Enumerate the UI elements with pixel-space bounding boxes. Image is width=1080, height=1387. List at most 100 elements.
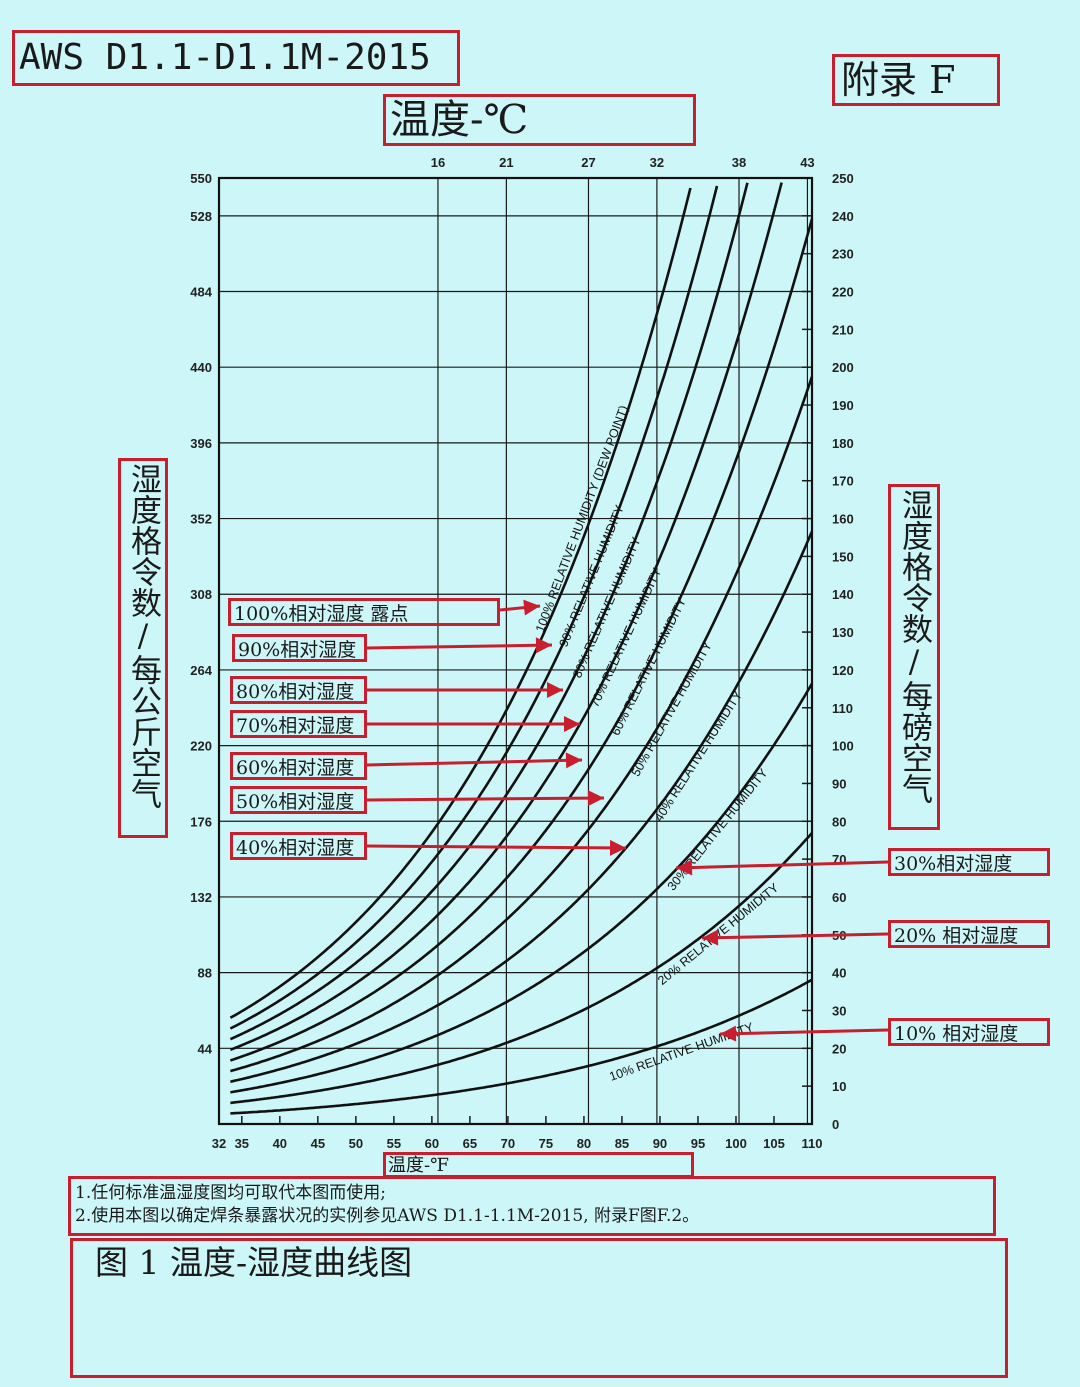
lb-tick-label: 10	[832, 1079, 846, 1094]
lb-tick-label: 230	[832, 247, 854, 262]
curve-rh-40	[230, 530, 814, 1083]
curve-rh-80	[229, 182, 749, 1041]
lb-tick-label: 220	[832, 285, 854, 300]
notes-box: 1.任何标准温湿度图均可取代本图而使用; 2.使用本图以确定焊条暴露状况的实例参…	[68, 1176, 996, 1236]
callout-arrow-head	[564, 716, 580, 732]
callout-rh-10: 10% 相对湿度	[888, 1018, 1050, 1046]
kg-tick-label: 352	[190, 512, 212, 527]
callout-arrow-head	[587, 790, 604, 807]
lb-tick-label: 160	[832, 512, 854, 527]
callout-arrow-head	[702, 929, 719, 946]
callout-arrow-line	[366, 643, 553, 650]
lb-tick-label: 40	[832, 966, 846, 981]
callout-arrow-line	[675, 860, 889, 870]
fahrenheit-tick-label: 45	[311, 1136, 325, 1151]
lb-tick-label: 250	[832, 171, 854, 186]
kg-tick-label: 550	[190, 171, 212, 186]
bottom-axis-title: 温度-℉	[383, 1152, 694, 1178]
callout-arrow-line	[366, 758, 583, 767]
callout-arrow-head	[547, 682, 563, 698]
lb-tick-label: 180	[832, 436, 854, 451]
document-code: AWS D1.1-D1.1M-2015	[12, 30, 460, 86]
fahrenheit-tick-label: 80	[577, 1136, 591, 1151]
plot-frame	[217, 176, 814, 1126]
lb-tick-label: 150	[832, 549, 854, 564]
callout-arrow-line	[366, 844, 627, 850]
callout-rh-30: 30%相对湿度	[888, 848, 1050, 876]
lb-tick-label: 120	[832, 663, 854, 678]
curve-rh-10	[230, 978, 813, 1115]
fahrenheit-tick-label: 75	[539, 1136, 553, 1151]
kg-tick-label: 528	[190, 209, 212, 224]
callout-arrow-head	[523, 599, 540, 616]
fahrenheit-tick-label: 60	[425, 1136, 439, 1151]
callout-arrows	[366, 599, 889, 1042]
tick-labels: 16 21 27 32 38 43 44 88 132 176 220 264 308 352 396 440…	[190, 155, 853, 1151]
kg-tick-label: 176	[190, 814, 212, 829]
callout-rh-100: 100%相对湿度 露点	[228, 598, 500, 626]
lb-tick-label: 240	[832, 209, 854, 224]
figure-caption: 图 1 温度-湿度曲线图	[70, 1238, 1008, 1378]
lb-tick-label: 80	[832, 814, 846, 829]
curve-rh-70	[229, 182, 783, 1052]
lb-tick-label: 190	[832, 398, 854, 413]
kg-tick-label: 132	[190, 890, 212, 905]
kg-tick-label: 220	[190, 739, 212, 754]
right-y-axis-title: 湿度格令数/每磅空气	[888, 484, 940, 830]
callout-arrow-line	[701, 932, 889, 940]
fahrenheit-tick-label: 85	[615, 1136, 629, 1151]
celsius-tick-label: 27	[581, 155, 595, 170]
curve-label-rh-60: 60% RELATIVE HUMIDITY	[608, 595, 689, 738]
callout-rh-90: 90%相对湿度	[232, 634, 367, 662]
celsius-tick-label: 38	[732, 155, 746, 170]
kg-tick-label: 484	[190, 285, 212, 300]
callout-rh-80: 80%相对湿度	[230, 676, 367, 704]
fahrenheit-tick-label: 32	[212, 1136, 226, 1151]
callout-arrow-line	[719, 1028, 889, 1036]
kg-tick-label: 88	[198, 966, 212, 981]
lb-tick-label: 110	[832, 701, 853, 716]
fahrenheit-tick-label: 35	[235, 1136, 249, 1151]
curve-rh-90	[229, 185, 719, 1030]
fahrenheit-tick-label: 90	[653, 1136, 667, 1151]
fahrenheit-tick-label: 110	[802, 1136, 823, 1151]
note-line-2: 2.使用本图以确定焊条暴露状况的实例参见AWS D1.1-1.1M-2015, …	[75, 1206, 700, 1226]
lb-tick-label: 20	[832, 1041, 846, 1056]
caption-text: 图 1 温度-湿度曲线图	[95, 1243, 413, 1282]
kg-tick-label: 44	[198, 1041, 213, 1056]
lb-tick-label: 0	[832, 1117, 839, 1132]
fahrenheit-tick-label: 70	[501, 1136, 515, 1151]
callout-rh-20: 20% 相对湿度	[888, 920, 1050, 948]
fahrenheit-tick-label: 100	[725, 1136, 747, 1151]
callout-arrow-head	[720, 1025, 737, 1042]
lb-tick-label: 130	[832, 625, 854, 640]
curve-rh-20	[230, 832, 813, 1105]
kg-tick-label: 440	[190, 360, 212, 375]
curve-rh-100	[229, 187, 692, 1019]
callout-arrow-head	[676, 859, 693, 876]
lb-tick-label: 30	[832, 1003, 846, 1018]
humidity-curves	[229, 182, 814, 1115]
note-line-1: 1.任何标准温湿度图均可取代本图而使用;	[75, 1183, 386, 1203]
callout-rh-40: 40%相对湿度	[230, 832, 367, 860]
lb-tick-label: 60	[832, 890, 846, 905]
kg-tick-label: 308	[190, 587, 212, 602]
callout-arrow-head	[565, 752, 582, 769]
callout-arrow-head	[609, 839, 626, 856]
lb-tick-label: 170	[832, 474, 854, 489]
callout-arrow-head	[535, 637, 552, 654]
fahrenheit-tick-label: 105	[763, 1136, 785, 1151]
curve-label-rh-20: 20% RELATIVE HUMIDITY	[655, 880, 782, 988]
axes	[217, 176, 814, 1126]
callout-rh-50: 50%相对湿度	[230, 786, 367, 814]
celsius-tick-label: 21	[499, 155, 513, 170]
kg-tick-label: 264	[190, 663, 212, 678]
fahrenheit-tick-label: 50	[349, 1136, 363, 1151]
celsius-tick-label: 32	[650, 155, 664, 170]
celsius-tick-label: 16	[431, 155, 445, 170]
celsius-tick-label: 43	[800, 155, 814, 170]
top-axis-title: 温度-℃	[383, 94, 696, 146]
left-y-axis-title: 湿度格令数/每公斤空气	[118, 458, 168, 838]
appendix-label: 附录 F	[832, 54, 1000, 106]
